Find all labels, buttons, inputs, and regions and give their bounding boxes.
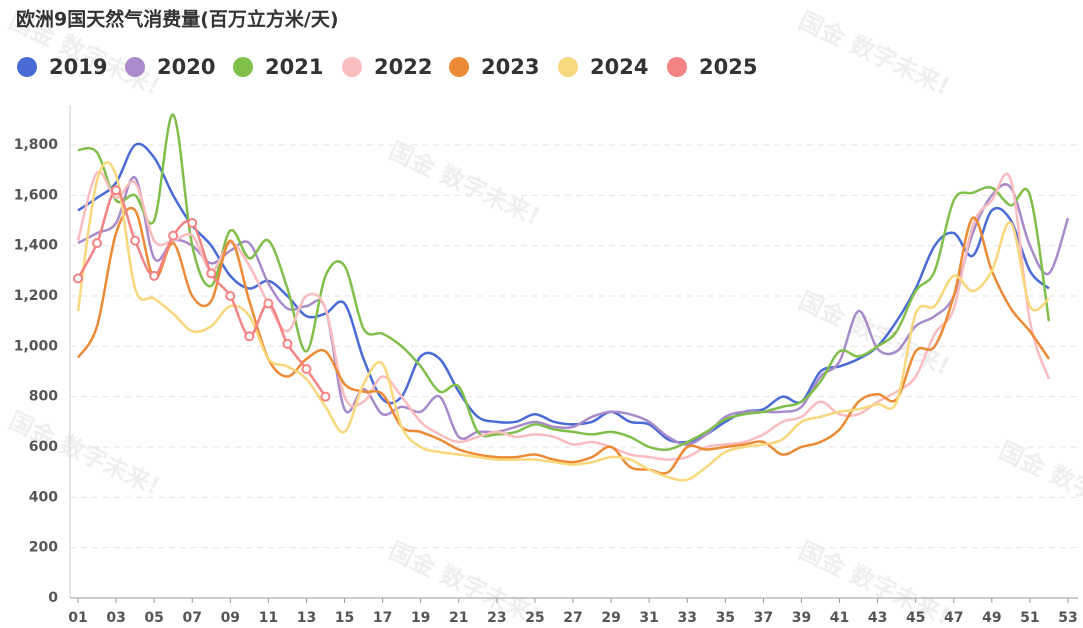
x-tick-label: 05 (144, 610, 163, 626)
legend-item: 2021 (233, 55, 323, 79)
y-tick-label: 400 (29, 489, 58, 505)
legend-label: 2023 (481, 55, 539, 79)
y-tick-label: 1,200 (14, 288, 59, 304)
x-tick-label: 49 (982, 610, 1001, 626)
point (263, 298, 274, 309)
y-tick-label: 200 (29, 540, 58, 556)
legend-label: 2022 (374, 55, 432, 79)
x-tick-label: 31 (639, 610, 658, 626)
legend-label: 2025 (699, 55, 757, 79)
x-tick-label: 09 (221, 610, 240, 626)
point (168, 230, 179, 241)
point (149, 270, 160, 281)
x-tick-label: 13 (297, 610, 316, 626)
x-tick-label: 37 (754, 610, 773, 626)
x-tick-label: 35 (716, 610, 735, 626)
point (187, 218, 198, 229)
legend-item: 2023 (449, 55, 539, 79)
legend-swatch (667, 57, 687, 77)
x-tick-label: 17 (373, 610, 392, 626)
x-tick-label: 19 (411, 610, 430, 626)
series-line (77, 113, 1051, 452)
x-tick-label: 33 (677, 610, 696, 626)
legend-swatch (342, 57, 362, 77)
watermark: 国金 数字未来! (385, 136, 545, 230)
chart-title: 欧洲9国天然气消费量(百万立方米/天) (16, 8, 339, 31)
legend-swatch (17, 57, 37, 77)
legend-label: 2024 (590, 55, 648, 79)
x-tick-label: 51 (1020, 610, 1039, 626)
legend-label: 2021 (265, 55, 323, 79)
x-tick-label: 07 (182, 610, 201, 626)
series-line (76, 170, 1051, 461)
x-tick-label: 21 (449, 610, 468, 626)
y-tick-label: 1,800 (14, 137, 59, 153)
point (225, 291, 236, 301)
series-line (77, 142, 1050, 444)
x-tick-label: 23 (487, 610, 506, 626)
legend-item: 2020 (125, 55, 215, 79)
point (282, 338, 293, 349)
point (320, 391, 331, 402)
point (73, 273, 83, 284)
y-tick-label: 1,000 (14, 338, 59, 354)
y-tick-label: 1,400 (14, 238, 59, 254)
point (206, 268, 217, 279)
legend-swatch (558, 57, 578, 77)
x-tick-label: 39 (792, 610, 811, 626)
x-tick-label: 03 (106, 610, 125, 626)
watermark: 国金 数字未来! (995, 436, 1083, 530)
watermark: 国金 数字未来! (795, 6, 955, 100)
x-tick-label: 27 (563, 610, 582, 626)
y-tick-label: 800 (29, 389, 58, 405)
point (92, 238, 103, 249)
series-line (76, 161, 1050, 482)
y-tick-label: 1,600 (14, 187, 59, 203)
watermark: 国金 数字未来! (795, 286, 955, 380)
x-tick-label: 53 (1058, 610, 1077, 626)
x-tick-label: 11 (259, 610, 278, 626)
legend-item: 2022 (342, 55, 432, 79)
x-tick-label: 41 (830, 610, 849, 626)
y-tick-label: 600 (29, 439, 58, 455)
legend-swatch (233, 57, 253, 77)
legend-item: 2019 (17, 55, 107, 79)
point (244, 331, 255, 342)
point (301, 363, 312, 374)
x-tick-label: 15 (335, 610, 354, 626)
series-line (76, 206, 1050, 475)
legend-label: 2020 (157, 55, 215, 79)
x-tick-label: 29 (601, 610, 620, 626)
point (130, 235, 141, 246)
x-tick-label: 45 (906, 610, 925, 626)
legend-swatch (449, 57, 469, 77)
legend-item: 2025 (667, 55, 757, 79)
legend-swatch (125, 57, 145, 77)
legend-item: 2024 (558, 55, 648, 79)
series-line (77, 176, 1070, 446)
x-tick-label: 25 (525, 610, 544, 626)
y-tick-label: 0 (48, 590, 58, 606)
point (111, 185, 122, 196)
x-tick-label: 43 (868, 610, 887, 626)
x-tick-label: 47 (944, 610, 963, 626)
x-tick-label: 01 (68, 610, 87, 626)
legend-label: 2019 (49, 55, 107, 79)
